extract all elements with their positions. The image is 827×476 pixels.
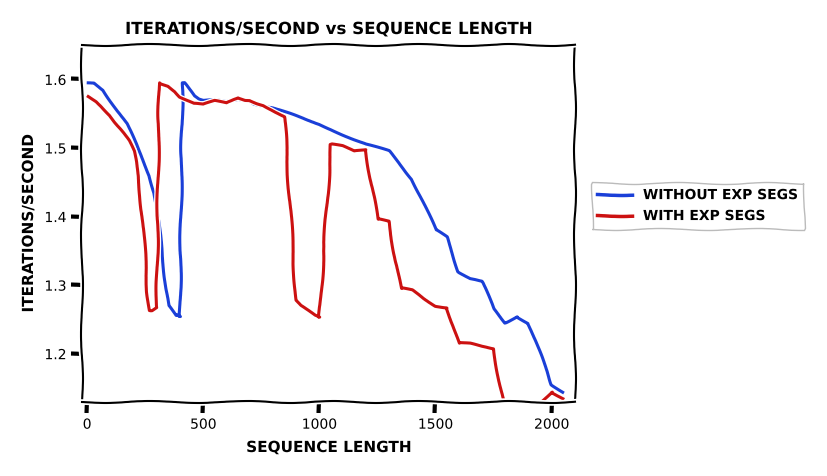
Title: ITERATIONS/SECOND vs SEQUENCE LENGTH: ITERATIONS/SECOND vs SEQUENCE LENGTH xyxy=(125,21,532,39)
WITH EXP SEGS xyxy=(240,98,250,104)
WITHOUT EXP SEGS xyxy=(103,94,112,100)
WITH EXP SEGS xyxy=(124,139,134,145)
WITHOUT EXP SEGS xyxy=(136,153,146,159)
WITHOUT EXP SEGS xyxy=(453,269,463,275)
WITH EXP SEGS xyxy=(557,396,567,401)
WITH EXP SEGS xyxy=(198,103,208,109)
WITH EXP SEGS xyxy=(309,314,319,319)
WITHOUT EXP SEGS xyxy=(154,228,164,234)
Line: WITH EXP SEGS: WITH EXP SEGS xyxy=(88,84,562,414)
WITHOUT EXP SEGS xyxy=(84,81,93,87)
WITHOUT EXP SEGS xyxy=(256,103,266,109)
WITH EXP SEGS xyxy=(84,94,93,100)
WITHOUT EXP SEGS xyxy=(557,389,567,395)
Line: WITHOUT EXP SEGS: WITHOUT EXP SEGS xyxy=(88,84,562,392)
WITH EXP SEGS xyxy=(154,81,164,87)
WITH EXP SEGS xyxy=(268,108,278,114)
X-axis label: SEQUENCE LENGTH: SEQUENCE LENGTH xyxy=(246,440,410,455)
Legend: WITHOUT EXP SEGS, WITH EXP SEGS: WITHOUT EXP SEGS, WITH EXP SEGS xyxy=(590,183,803,229)
WITH EXP SEGS xyxy=(304,310,314,316)
WITHOUT EXP SEGS xyxy=(546,382,556,387)
Y-axis label: ITERATIONS/SECOND: ITERATIONS/SECOND xyxy=(21,135,36,313)
WITH EXP SEGS xyxy=(523,411,533,417)
